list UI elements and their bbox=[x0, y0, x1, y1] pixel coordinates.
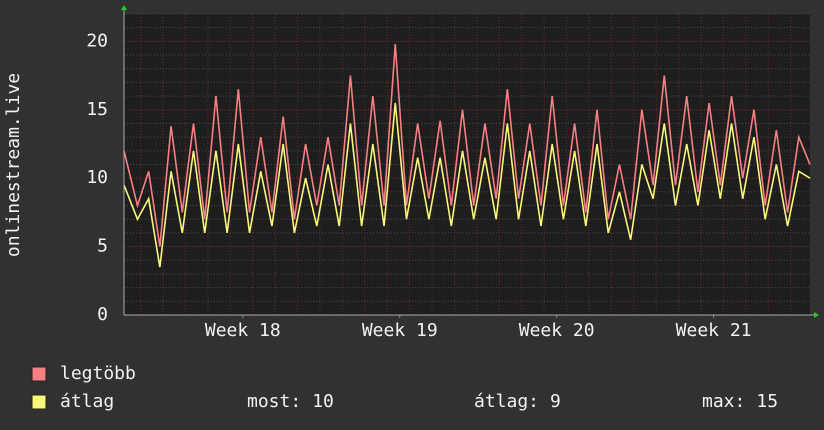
stat: most: 10 bbox=[247, 391, 334, 412]
legend-swatch bbox=[31, 394, 47, 410]
stat: max: 15 bbox=[702, 391, 778, 412]
x-tick-label: Week 18 bbox=[205, 320, 281, 341]
stat: átlag: 9 bbox=[474, 391, 561, 412]
y-axis-arrow bbox=[121, 5, 127, 10]
x-tick-label: Week 20 bbox=[519, 320, 595, 341]
x-tick-label: Week 21 bbox=[676, 320, 752, 341]
stat-value: 10 bbox=[312, 391, 334, 412]
y-tick-label: 0 bbox=[97, 304, 108, 325]
y-tick-label: 20 bbox=[86, 30, 108, 51]
legend-label: legtöbb bbox=[60, 363, 136, 384]
stat-label: átlag: bbox=[474, 391, 539, 412]
legend-label: átlag bbox=[60, 391, 114, 412]
y-tick-label: 10 bbox=[86, 167, 108, 188]
y-tick-label: 5 bbox=[97, 236, 108, 257]
y-tick-label: 15 bbox=[86, 99, 108, 120]
stat-label: max: bbox=[702, 391, 745, 412]
stat-value: 9 bbox=[550, 391, 561, 412]
stat-label: most: bbox=[247, 391, 301, 412]
legend-swatch bbox=[31, 366, 47, 382]
y-axis-label: onlinestream.live bbox=[3, 73, 24, 257]
series-line bbox=[123, 44, 811, 247]
series-line bbox=[123, 102, 811, 268]
x-tick-label: Week 19 bbox=[362, 320, 438, 341]
x-axis-arrow bbox=[814, 312, 819, 318]
stat-value: 15 bbox=[756, 391, 778, 412]
